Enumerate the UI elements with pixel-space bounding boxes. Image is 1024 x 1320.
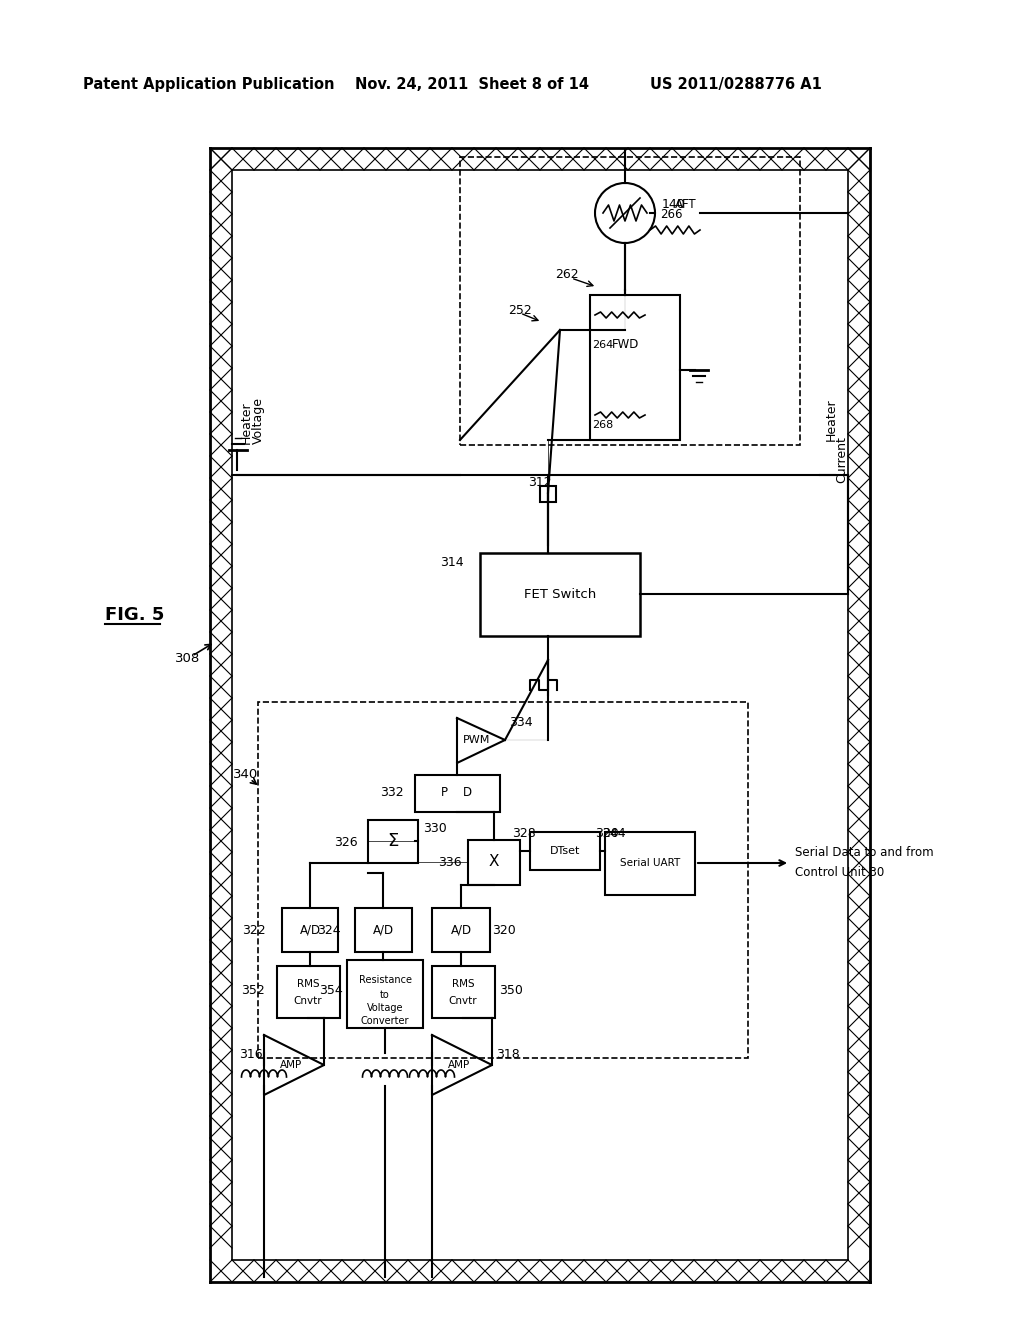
Text: X: X bbox=[488, 854, 500, 870]
Text: Resistance: Resistance bbox=[358, 975, 412, 985]
Text: 332: 332 bbox=[380, 787, 403, 800]
Text: AMP: AMP bbox=[280, 1060, 302, 1071]
Text: 312: 312 bbox=[528, 475, 552, 488]
Bar bbox=[432, 966, 495, 1018]
Text: 352: 352 bbox=[241, 985, 265, 998]
Bar bbox=[530, 832, 600, 870]
Text: 314: 314 bbox=[440, 557, 464, 569]
Bar bbox=[468, 840, 520, 884]
Text: 344: 344 bbox=[602, 828, 626, 840]
Text: 326: 326 bbox=[334, 836, 357, 849]
Bar bbox=[278, 966, 340, 1018]
Bar bbox=[368, 820, 418, 863]
Text: Cnvtr: Cnvtr bbox=[294, 997, 323, 1006]
Text: AFT: AFT bbox=[675, 198, 696, 210]
Text: Converter: Converter bbox=[360, 1016, 410, 1026]
Text: Current: Current bbox=[835, 437, 848, 483]
Text: 262: 262 bbox=[555, 268, 579, 281]
Bar bbox=[540, 486, 556, 502]
Text: to: to bbox=[380, 990, 390, 1001]
Bar bbox=[460, 157, 800, 445]
Text: 308: 308 bbox=[175, 652, 201, 664]
Text: 140: 140 bbox=[662, 198, 686, 211]
Text: DTset: DTset bbox=[550, 846, 581, 855]
Text: PWM: PWM bbox=[463, 735, 490, 744]
Text: 354: 354 bbox=[319, 983, 343, 997]
Text: 320: 320 bbox=[595, 828, 618, 840]
Text: 264: 264 bbox=[592, 341, 613, 350]
Text: A/D: A/D bbox=[451, 924, 472, 936]
Bar bbox=[432, 908, 490, 952]
Text: 322: 322 bbox=[242, 924, 265, 936]
Text: Nov. 24, 2011  Sheet 8 of 14: Nov. 24, 2011 Sheet 8 of 14 bbox=[355, 77, 589, 92]
Bar bbox=[590, 294, 680, 440]
Text: 328: 328 bbox=[512, 828, 536, 840]
Text: 336: 336 bbox=[438, 855, 462, 869]
Text: Voltage: Voltage bbox=[252, 397, 265, 444]
Text: AMP: AMP bbox=[449, 1060, 470, 1071]
Bar bbox=[258, 702, 748, 1059]
Text: Control Unit 30: Control Unit 30 bbox=[795, 866, 885, 879]
Text: US 2011/0288776 A1: US 2011/0288776 A1 bbox=[650, 77, 822, 92]
Bar bbox=[605, 832, 695, 895]
Text: 324: 324 bbox=[317, 924, 341, 936]
Text: Σ: Σ bbox=[387, 832, 398, 850]
Text: 266: 266 bbox=[660, 209, 683, 222]
Text: Voltage: Voltage bbox=[367, 1003, 403, 1012]
Text: 316: 316 bbox=[239, 1048, 262, 1061]
Text: Cnvtr: Cnvtr bbox=[449, 997, 477, 1006]
Bar bbox=[347, 960, 423, 1028]
Text: RMS: RMS bbox=[452, 979, 474, 989]
Text: Serial UART: Serial UART bbox=[620, 858, 680, 869]
Bar bbox=[415, 775, 500, 812]
Text: A/D: A/D bbox=[299, 924, 321, 936]
Text: 350: 350 bbox=[499, 985, 523, 998]
Text: Patent Application Publication: Patent Application Publication bbox=[83, 77, 335, 92]
Text: 252: 252 bbox=[508, 304, 531, 317]
Text: 330: 330 bbox=[423, 822, 446, 836]
Text: FET Switch: FET Switch bbox=[524, 587, 596, 601]
Text: 334: 334 bbox=[509, 715, 532, 729]
Text: Serial Data to and from: Serial Data to and from bbox=[795, 846, 934, 859]
Text: RMS: RMS bbox=[297, 979, 319, 989]
Text: 340: 340 bbox=[233, 768, 258, 781]
Bar bbox=[355, 908, 412, 952]
Text: 320: 320 bbox=[492, 924, 516, 936]
Text: 318: 318 bbox=[496, 1048, 520, 1061]
Text: P    D: P D bbox=[441, 787, 472, 800]
Text: FIG. 5: FIG. 5 bbox=[105, 606, 165, 624]
Text: Heater: Heater bbox=[825, 399, 838, 441]
Text: Heater: Heater bbox=[240, 401, 253, 444]
Text: A/D: A/D bbox=[373, 924, 393, 936]
Bar bbox=[480, 553, 640, 636]
Bar bbox=[282, 908, 338, 952]
Text: FWD: FWD bbox=[612, 338, 639, 351]
Text: 268: 268 bbox=[592, 420, 613, 430]
